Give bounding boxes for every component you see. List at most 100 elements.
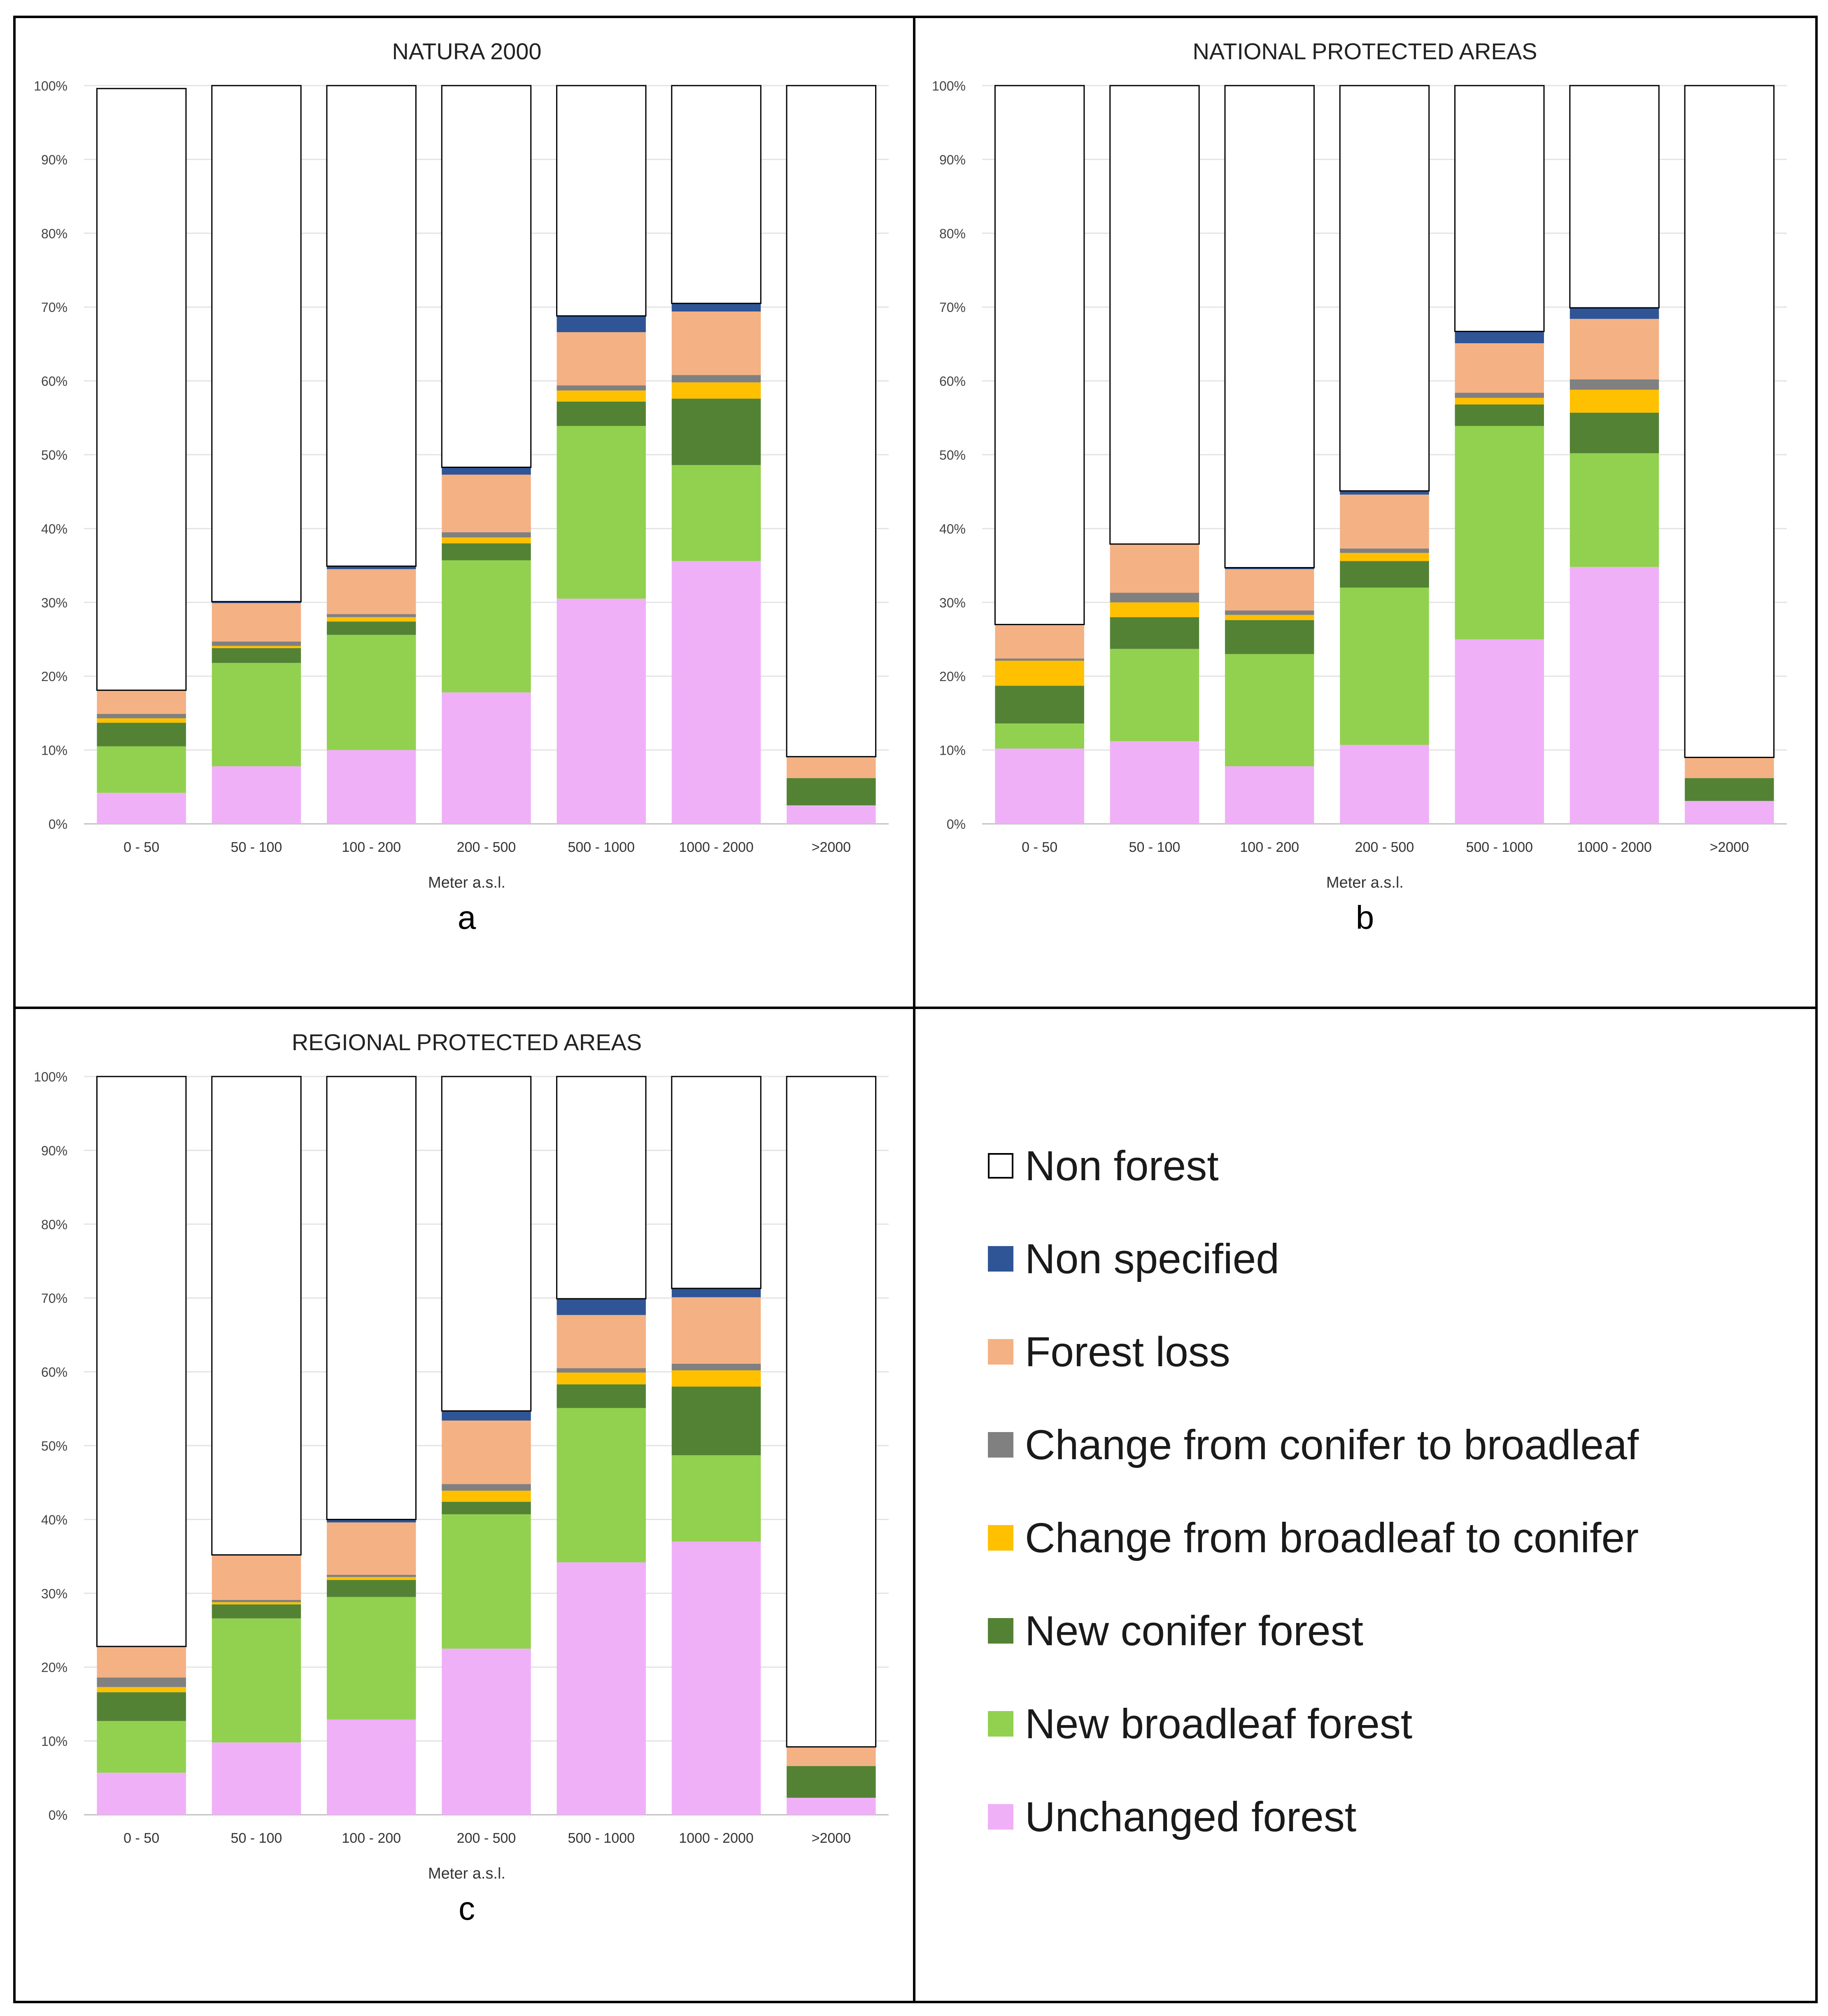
bar-segment-forest-loss bbox=[787, 756, 876, 778]
bar-segment-non-forest bbox=[671, 1076, 761, 1289]
x-tick-label: 50 - 100 bbox=[231, 839, 282, 855]
bar-segment-new-broadleaf bbox=[326, 635, 416, 750]
legend: Non forest Non specified Forest loss Cha… bbox=[988, 1119, 1770, 1863]
stacked-bar-chart: 0% 10% 20% 30% 40% 50% 60% 70% 80% 90% 100% 0 - 50 5… bbox=[932, 79, 1787, 855]
bar-segment-unchanged bbox=[787, 1797, 876, 1815]
bar-segment-non-forest bbox=[1684, 85, 1775, 758]
bar-segment-new-conifer bbox=[557, 1384, 646, 1408]
bar-segment-forest-loss bbox=[97, 1646, 186, 1678]
bar-segment-non-forest bbox=[326, 85, 417, 567]
bar-segment-non-specified bbox=[326, 1519, 416, 1523]
bar-segment-conifer-to-broadleaf bbox=[671, 1363, 761, 1371]
x-tick-label: 0 - 50 bbox=[123, 1830, 159, 1846]
bar-segment-non-forest bbox=[1339, 85, 1430, 492]
bar-segment-non-specified bbox=[557, 1298, 646, 1315]
bar-segment-non-specified bbox=[1455, 331, 1544, 344]
bar-segment-unchanged bbox=[97, 1772, 186, 1815]
bar-segment-conifer-to-broadleaf bbox=[212, 641, 301, 646]
bar-segment-broadleaf-to-conifer bbox=[326, 617, 416, 622]
x-tick-label: 100 - 200 bbox=[1240, 839, 1299, 855]
bar-segment-broadleaf-to-conifer bbox=[442, 1490, 531, 1502]
bar-segment-unchanged bbox=[1225, 766, 1314, 824]
chart-panel-a: NATURA 2000 0% 10% 20% 30% 40% 50% 60% 70% 80% 90… bbox=[18, 18, 915, 1006]
bar-segment-new-conifer bbox=[787, 778, 876, 806]
y-tick-label: 70% bbox=[41, 1291, 68, 1306]
bar-segment-conifer-to-broadleaf bbox=[442, 532, 531, 537]
bar-segment-new-broadleaf bbox=[671, 1455, 761, 1542]
bar-segment-non-specified bbox=[212, 602, 301, 603]
bar-segment-forest-loss bbox=[212, 1555, 301, 1600]
legend-label: Change from broadleaf to conifer bbox=[1025, 1514, 1639, 1561]
y-tick-label: 80% bbox=[41, 226, 68, 241]
bar-segment-conifer-to-broadleaf bbox=[1340, 548, 1429, 553]
legend-label: Change from conifer to broadleaf bbox=[1025, 1421, 1639, 1468]
bar-segment-non-forest bbox=[96, 1076, 187, 1647]
bar-segment-unchanged bbox=[787, 805, 876, 824]
bar-segment-non-specified bbox=[671, 1288, 761, 1297]
bar-segment-new-broadleaf bbox=[1455, 426, 1544, 639]
bar-segment-non-forest bbox=[556, 85, 647, 317]
x-tick-label: >2000 bbox=[812, 839, 851, 855]
bar-segment-non-forest bbox=[786, 85, 877, 758]
bar-segment-broadleaf-to-conifer bbox=[97, 718, 186, 723]
bar-segment-broadleaf-to-conifer bbox=[1455, 398, 1544, 405]
x-tick-label: 500 - 1000 bbox=[1466, 839, 1533, 855]
bar-segment-forest-loss bbox=[557, 1315, 646, 1368]
bar-segment-conifer-to-broadleaf bbox=[97, 714, 186, 719]
x-tick-label: >2000 bbox=[1710, 839, 1749, 855]
x-tick-label: 500 - 1000 bbox=[568, 839, 635, 855]
bar-segment-new-broadleaf bbox=[326, 1597, 416, 1720]
bar-segment-new-conifer bbox=[212, 648, 301, 663]
y-tick-label: 20% bbox=[41, 669, 68, 684]
bar-segment-unchanged bbox=[557, 598, 646, 824]
legend-label: New conifer forest bbox=[1025, 1607, 1363, 1654]
bar-segment-new-conifer bbox=[442, 1502, 531, 1514]
y-tick-label: 50% bbox=[939, 448, 966, 463]
bar-segment-conifer-to-broadleaf bbox=[326, 1574, 416, 1577]
y-tick-label: 20% bbox=[41, 1660, 68, 1675]
x-tick-label: >2000 bbox=[812, 1830, 851, 1846]
bar-segment-forest-loss bbox=[97, 690, 186, 714]
y-tick-label: 80% bbox=[41, 1217, 68, 1232]
bar-segment-non-specified bbox=[557, 316, 646, 333]
bar-segment-new-conifer bbox=[787, 1766, 876, 1798]
bar-segment-new-conifer bbox=[671, 1386, 761, 1456]
legend-swatch bbox=[988, 1153, 1013, 1179]
bar-segment-new-conifer bbox=[1685, 778, 1774, 801]
legend-swatch bbox=[988, 1246, 1013, 1272]
bar-segment-unchanged bbox=[442, 692, 531, 824]
x-tick-label: 200 - 500 bbox=[457, 839, 516, 855]
bar-segment-forest-loss bbox=[787, 1746, 876, 1766]
y-tick-label: 10% bbox=[41, 743, 68, 758]
legend-swatch bbox=[988, 1432, 1013, 1458]
bar-segment-unchanged bbox=[326, 1719, 416, 1815]
bar-segment-new-broadleaf bbox=[212, 1618, 301, 1743]
x-tick-label: 50 - 100 bbox=[1129, 839, 1181, 855]
stacked-bar-chart: 0% 10% 20% 30% 40% 50% 60% 70% 80% 90% 100% 0 - 50 5… bbox=[34, 79, 889, 855]
bar-segment-broadleaf-to-conifer bbox=[212, 646, 301, 649]
bar-segment-forest-loss bbox=[326, 569, 416, 614]
bar-segment-conifer-to-broadleaf bbox=[442, 1484, 531, 1491]
bar-segment-broadleaf-to-conifer bbox=[97, 1687, 186, 1693]
bar-segment-new-conifer bbox=[1455, 405, 1544, 426]
x-tick-label: 50 - 100 bbox=[231, 1830, 282, 1846]
bar-segment-forest-loss bbox=[1340, 494, 1429, 549]
bar-segment-broadleaf-to-conifer bbox=[1340, 553, 1429, 561]
y-tick-label: 60% bbox=[939, 374, 966, 389]
bar-segment-new-broadleaf bbox=[442, 1514, 531, 1649]
bar-segment-unchanged bbox=[1685, 801, 1774, 824]
bar-segment-conifer-to-broadleaf bbox=[557, 1368, 646, 1373]
y-tick-label: 10% bbox=[41, 1734, 68, 1749]
legend-swatch bbox=[988, 1618, 1013, 1644]
bar-segment-unchanged bbox=[326, 750, 416, 824]
bar-segment-conifer-to-broadleaf bbox=[326, 614, 416, 617]
panel-divider-horizontal bbox=[13, 1007, 1818, 1009]
legend-swatch bbox=[988, 1339, 1013, 1365]
x-tick-label: 100 - 200 bbox=[342, 839, 401, 855]
bar-segment-forest-loss bbox=[1570, 319, 1659, 380]
x-tick-label: 1000 - 2000 bbox=[679, 1830, 754, 1846]
chart-panel-b: NATIONAL PROTECTED AREAS 0% 10% 20% 30% 40% 5… bbox=[916, 18, 1814, 1006]
y-tick-label: 40% bbox=[41, 1512, 68, 1527]
x-tick-label: 500 - 1000 bbox=[568, 1830, 635, 1846]
bar-segment-unchanged bbox=[97, 793, 186, 824]
